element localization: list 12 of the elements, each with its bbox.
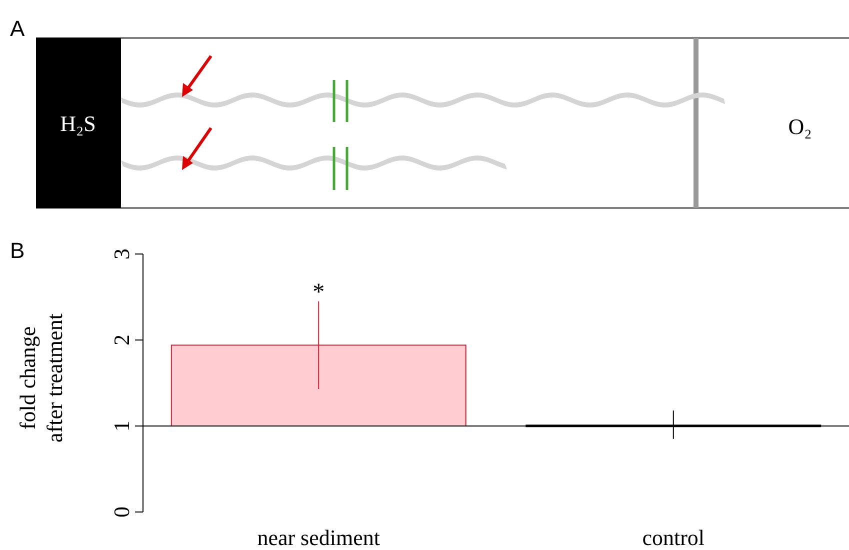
y-tick-label: 1 bbox=[109, 420, 134, 432]
y-tick-label: 3 bbox=[109, 248, 134, 260]
text: A bbox=[10, 16, 25, 41]
text: O₂ bbox=[788, 114, 812, 139]
x-tick-label: near sediment bbox=[257, 525, 380, 550]
y-axis-title: fold change after treatment bbox=[15, 314, 67, 442]
x-tick-label: control bbox=[642, 525, 705, 550]
annotation: * bbox=[312, 279, 325, 306]
text: H₂S bbox=[60, 111, 96, 136]
chart-title: B bbox=[10, 238, 25, 263]
y-tick-label: 2 bbox=[109, 334, 134, 346]
y-tick-label: 0 bbox=[109, 506, 134, 518]
